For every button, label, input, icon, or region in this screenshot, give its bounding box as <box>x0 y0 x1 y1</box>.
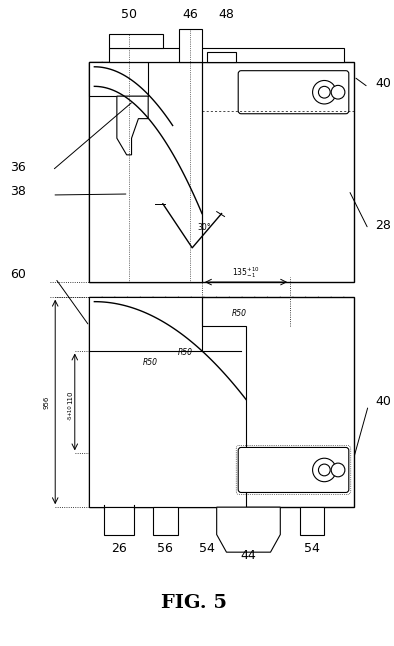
FancyBboxPatch shape <box>238 448 349 492</box>
Text: 46: 46 <box>182 8 198 21</box>
Circle shape <box>312 458 336 482</box>
Circle shape <box>318 464 330 476</box>
Bar <box>241 74 346 111</box>
Polygon shape <box>89 297 246 507</box>
Text: FIG. 5: FIG. 5 <box>161 594 227 612</box>
Bar <box>207 52 236 62</box>
Text: 54: 54 <box>304 542 320 555</box>
Text: R50: R50 <box>143 359 158 368</box>
Text: 30°: 30° <box>197 224 211 232</box>
Text: 60: 60 <box>10 268 26 281</box>
Bar <box>89 62 148 96</box>
Text: 135$^{+10}_{-1}$: 135$^{+10}_{-1}$ <box>232 265 260 280</box>
FancyBboxPatch shape <box>238 70 349 114</box>
Text: R50: R50 <box>231 309 246 318</box>
Text: 956: 956 <box>43 395 49 409</box>
Circle shape <box>312 81 336 104</box>
FancyBboxPatch shape <box>300 507 324 534</box>
Text: 38: 38 <box>10 185 26 198</box>
Bar <box>109 34 163 48</box>
Text: -5: -5 <box>68 415 73 421</box>
Text: 48: 48 <box>219 8 234 21</box>
Text: 26: 26 <box>111 542 127 555</box>
Circle shape <box>331 85 345 99</box>
Bar <box>89 62 202 282</box>
Text: 56: 56 <box>157 542 173 555</box>
Text: +10: +10 <box>68 404 73 415</box>
Text: 28: 28 <box>375 219 391 232</box>
Text: 54: 54 <box>199 542 215 555</box>
Polygon shape <box>89 62 202 248</box>
Text: 40: 40 <box>375 395 391 408</box>
Text: 110: 110 <box>67 390 73 404</box>
FancyBboxPatch shape <box>153 507 178 534</box>
Polygon shape <box>117 96 148 155</box>
Text: 50: 50 <box>121 8 137 21</box>
Bar <box>89 297 354 507</box>
Bar <box>89 62 354 282</box>
Circle shape <box>318 87 330 98</box>
Bar <box>109 48 344 62</box>
Text: R50: R50 <box>178 348 193 357</box>
Text: 40: 40 <box>375 78 391 90</box>
Bar <box>89 62 202 282</box>
Text: 36: 36 <box>10 160 26 174</box>
Bar <box>180 28 202 62</box>
FancyBboxPatch shape <box>104 507 134 534</box>
Polygon shape <box>217 507 280 552</box>
Circle shape <box>331 463 345 477</box>
Text: 44: 44 <box>240 549 256 562</box>
